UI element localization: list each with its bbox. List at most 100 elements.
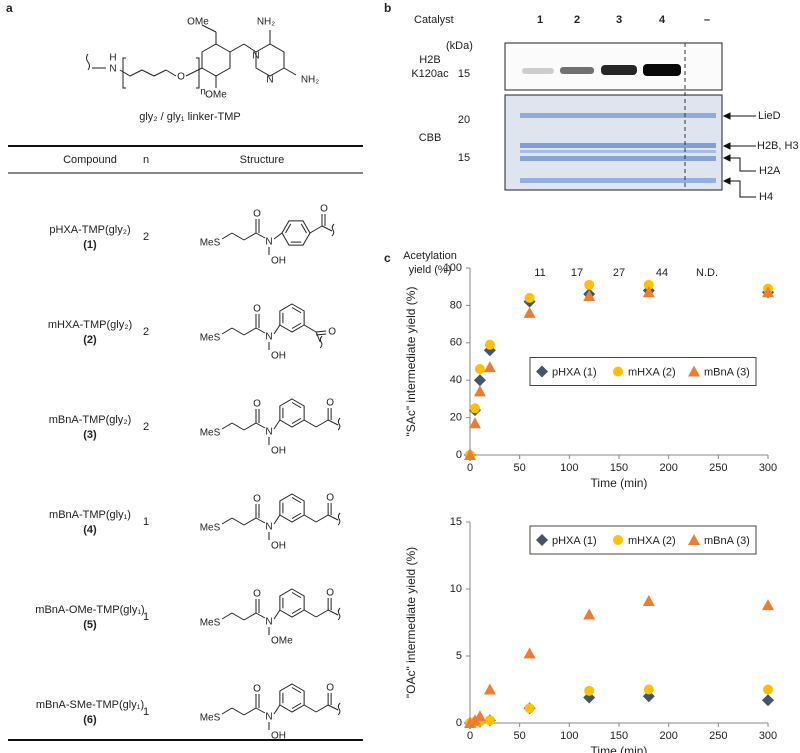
- benzene-ring: [279, 398, 305, 428]
- yield-value: 27: [613, 267, 625, 279]
- atom-label: N: [265, 427, 272, 438]
- bond-wavy: [337, 512, 341, 526]
- yield-value: 17: [571, 267, 583, 279]
- atom-label: OH: [271, 256, 286, 267]
- bond: [291, 497, 302, 504]
- atom-label: O: [253, 209, 261, 220]
- legend-marker: [688, 365, 700, 377]
- compound-name: mHXA-TMP(gly₂): [48, 319, 132, 331]
- band-label: H2A: [759, 165, 781, 177]
- y-tick-label: 20: [450, 412, 462, 424]
- x-tick-label: 250: [709, 730, 727, 742]
- marker: [643, 684, 654, 695]
- atom-label: O: [253, 494, 261, 505]
- legend-box: [529, 525, 757, 555]
- benzene-ring: [279, 588, 305, 618]
- legend-label: mHXA (2): [628, 535, 676, 547]
- compound-label: (4): [83, 524, 97, 536]
- blot-label: H2B: [419, 54, 440, 66]
- atom-label: OMe: [271, 636, 293, 647]
- marker: [642, 595, 655, 607]
- legend-label: pHXA (1): [552, 366, 597, 378]
- compound-label: (5): [83, 619, 97, 631]
- bond: [231, 612, 245, 621]
- blot-band: [522, 68, 554, 74]
- atom-label: MeS: [200, 618, 221, 629]
- x-tick-label: 300: [759, 462, 777, 474]
- compound-label: (3): [83, 429, 97, 441]
- compound-label: (1): [83, 239, 97, 251]
- x-tick-label: 50: [514, 730, 526, 742]
- marker: [583, 290, 596, 302]
- panel-label: c: [384, 251, 391, 265]
- atom-label: MeS: [200, 333, 221, 344]
- marker: [584, 279, 595, 290]
- bond: [255, 422, 266, 429]
- atom-label: OH: [271, 541, 286, 552]
- yield-label: yield (%): [409, 264, 452, 276]
- bond: [273, 232, 283, 240]
- yield-value: N.D.: [696, 267, 718, 279]
- bond: [255, 232, 266, 239]
- blot-band: [643, 64, 681, 76]
- mw-marker: 15: [458, 68, 470, 80]
- legend-marker: [688, 534, 700, 545]
- marker: [642, 286, 655, 298]
- yield-value: 11: [534, 267, 545, 279]
- y-tick-label: 0: [456, 717, 462, 729]
- atom-label: NH₂: [257, 17, 275, 28]
- compound-name: mBnA-TMP(gly₁): [49, 509, 131, 521]
- catalyst-label: Catalyst: [414, 14, 454, 26]
- atom-label: MeS: [200, 428, 221, 439]
- atom-label: OMe: [187, 17, 209, 28]
- bond: [243, 612, 257, 621]
- bond: [327, 704, 339, 711]
- lane-label: 2: [574, 14, 580, 26]
- bond: [255, 707, 266, 714]
- y-tick-label: 100: [444, 262, 462, 274]
- bond: [255, 612, 266, 619]
- x-tick-label: 250: [709, 462, 727, 474]
- marker: [484, 339, 495, 350]
- benzene-ring: [281, 220, 311, 246]
- x-tick-label: 200: [659, 730, 677, 742]
- bond: [221, 517, 233, 525]
- lane-label: 3: [616, 14, 622, 26]
- x-tick-label: 0: [467, 462, 473, 474]
- y-tick-label: 15: [450, 516, 462, 528]
- bond: [243, 232, 257, 241]
- bond: [327, 609, 339, 616]
- benzene-ring: [279, 493, 305, 523]
- bond: [315, 419, 329, 428]
- bond: [273, 514, 281, 525]
- yield-value: 44: [656, 267, 668, 279]
- atom-label: MeS: [200, 713, 221, 724]
- atom-label: O: [253, 684, 261, 695]
- compound-label: (6): [83, 714, 97, 726]
- legend-marker: [613, 535, 623, 545]
- band-label: H2B, H3: [757, 140, 799, 152]
- y-axis-title: "OAc" intermediate yield (%): [404, 547, 418, 698]
- bond-wavy: [319, 335, 323, 349]
- atom-label: OH: [271, 351, 286, 362]
- bond: [221, 612, 233, 620]
- legend-label: mBnA (3): [704, 366, 750, 378]
- bond: [291, 687, 302, 694]
- marker: [762, 599, 774, 611]
- y-tick-label: 40: [450, 374, 462, 386]
- marker: [483, 683, 496, 695]
- benzene-ring: [279, 303, 305, 333]
- bond: [221, 327, 233, 335]
- legend-label: pHXA (1): [552, 535, 597, 547]
- bond: [273, 609, 281, 620]
- x-axis-title: Time (min): [591, 476, 648, 490]
- table-header: Compound: [63, 154, 117, 166]
- atom-label: N: [265, 237, 272, 248]
- marker: [643, 279, 654, 290]
- marker: [524, 292, 535, 303]
- bond: [315, 514, 329, 523]
- bond: [309, 225, 323, 234]
- compound-name: mBnA-TMP(gly₂): [49, 414, 132, 426]
- legend-label: mBnA (3): [704, 535, 750, 547]
